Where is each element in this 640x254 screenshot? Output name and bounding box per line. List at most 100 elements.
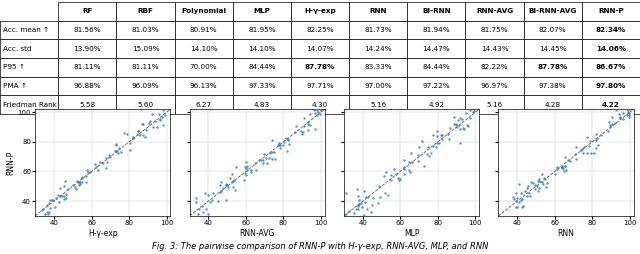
Point <box>216 189 227 193</box>
Point <box>406 151 416 155</box>
Point <box>582 151 592 155</box>
Point <box>459 127 469 131</box>
Point <box>578 151 588 155</box>
Point <box>610 120 620 124</box>
Point <box>424 154 434 158</box>
Point <box>228 179 238 183</box>
Point <box>316 108 326 112</box>
Point <box>557 165 567 169</box>
Point <box>428 144 438 148</box>
Point <box>525 194 536 198</box>
Point <box>436 133 447 137</box>
Point <box>111 149 122 153</box>
Point <box>360 195 371 199</box>
Point <box>157 115 168 119</box>
Point <box>363 195 373 199</box>
Point <box>395 177 405 181</box>
Point <box>557 166 567 170</box>
Point <box>615 116 625 120</box>
Point <box>508 195 518 199</box>
Point <box>221 198 231 202</box>
Point <box>154 112 164 116</box>
Point <box>436 136 447 140</box>
Point <box>145 119 155 123</box>
Point <box>623 110 634 114</box>
Point <box>457 117 467 121</box>
Point <box>309 108 319 112</box>
Point <box>511 205 521 209</box>
Point <box>353 203 363 207</box>
Point <box>38 207 49 211</box>
Point <box>144 121 154 125</box>
Point <box>579 145 589 149</box>
Point <box>449 122 459 126</box>
Point <box>512 196 522 200</box>
Point <box>514 182 524 186</box>
Point <box>282 149 292 153</box>
Point <box>203 193 213 197</box>
Point <box>60 179 70 183</box>
Point <box>264 156 275 160</box>
Point <box>605 123 615 127</box>
Point <box>138 133 148 137</box>
Point <box>399 167 409 171</box>
Point <box>522 194 532 198</box>
Point <box>455 116 465 120</box>
Point <box>428 133 438 137</box>
Point <box>100 166 111 170</box>
Point <box>382 193 392 197</box>
Point <box>241 173 251 177</box>
Point <box>367 196 378 200</box>
Point <box>231 165 241 169</box>
Point <box>262 161 272 165</box>
Point <box>228 185 238 189</box>
Point <box>390 172 401 176</box>
Point <box>528 181 538 185</box>
Point <box>297 132 307 136</box>
Point <box>40 212 51 216</box>
Point <box>128 135 138 139</box>
Point <box>75 182 85 186</box>
Point <box>534 177 544 181</box>
Point <box>256 158 266 163</box>
Point <box>44 201 54 205</box>
Point <box>312 113 323 117</box>
Point <box>449 116 459 120</box>
Point <box>200 207 211 211</box>
Point <box>98 161 108 165</box>
Point <box>267 138 277 142</box>
Point <box>463 124 473 128</box>
Point <box>102 160 112 164</box>
Point <box>351 187 362 192</box>
Point <box>155 117 165 121</box>
Point <box>152 125 162 129</box>
Point <box>291 124 301 128</box>
Point <box>373 201 383 205</box>
Point <box>194 207 204 211</box>
Point <box>357 205 367 210</box>
Point <box>532 184 543 188</box>
Point <box>267 157 277 161</box>
Point <box>584 144 594 148</box>
Point <box>576 148 586 152</box>
Point <box>540 177 550 181</box>
Point <box>374 184 385 188</box>
Point <box>101 156 111 160</box>
Point <box>586 150 596 154</box>
Point <box>251 168 261 172</box>
Point <box>344 209 354 213</box>
Point <box>160 113 170 117</box>
Point <box>110 149 120 153</box>
Point <box>353 194 363 198</box>
Point <box>550 172 560 176</box>
Point <box>218 186 228 190</box>
Point <box>241 171 251 175</box>
Point <box>47 198 57 202</box>
Point <box>310 111 321 115</box>
Point <box>432 141 442 145</box>
Point <box>345 216 355 220</box>
Point <box>223 184 234 188</box>
Point <box>455 127 465 131</box>
Point <box>138 122 148 126</box>
Point <box>157 108 168 112</box>
